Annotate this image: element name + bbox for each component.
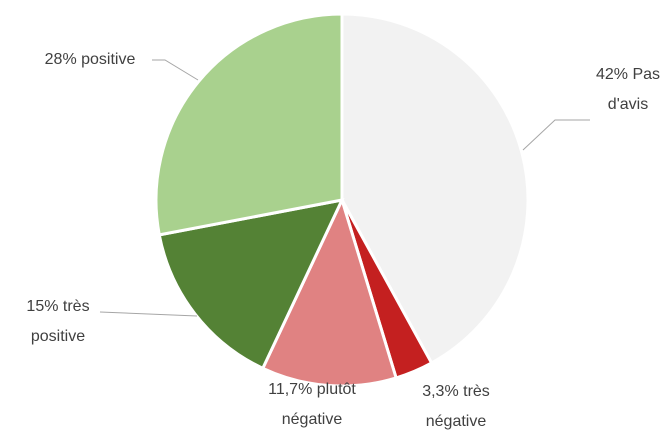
- pie-slice: [157, 197, 345, 371]
- data-label: 15% très positive: [26, 298, 90, 345]
- data-label: 11,7% plutôt négative: [268, 381, 356, 428]
- leader-line: [152, 59, 199, 81]
- leader-line: [522, 119, 590, 151]
- leader-line: [99, 311, 198, 317]
- data-label: 28% positive: [44, 51, 136, 68]
- data-label: 3,3% très négative: [422, 383, 490, 430]
- pie-slice: [260, 195, 399, 388]
- data-label: 42% Pas d'avis: [595, 66, 661, 113]
- pie-slice: [154, 12, 344, 237]
- pie-slice: [340, 12, 530, 366]
